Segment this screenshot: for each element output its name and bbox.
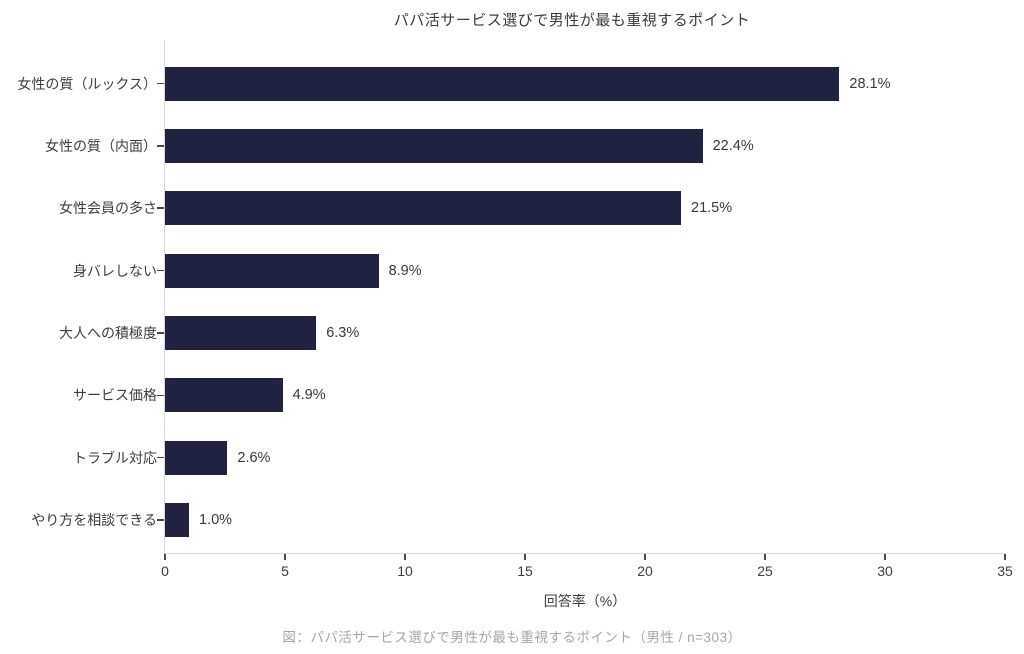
bar-value-label: 28.1% xyxy=(849,75,891,92)
y-tick-mark xyxy=(157,519,164,521)
category-label: 身バレしない xyxy=(73,262,157,279)
x-tick-mark xyxy=(884,554,886,560)
bar xyxy=(165,440,228,475)
x-tick-mark xyxy=(764,554,766,560)
x-tick-label: 35 xyxy=(997,563,1013,579)
x-axis-label: 回答率（%） xyxy=(543,593,627,609)
x-tick-mark xyxy=(284,554,286,560)
category-label: やり方を相談できる xyxy=(31,511,157,528)
x-tick-label: 0 xyxy=(161,563,169,579)
figure-caption: 図：パパ活サービス選びで男性が最も重視するポイント（男性 / n=303） xyxy=(282,630,742,645)
category-label: トラブル対応 xyxy=(73,449,157,466)
x-tick-label: 25 xyxy=(757,563,773,579)
bar xyxy=(165,128,703,163)
category-label: 大人への積極度 xyxy=(59,324,157,341)
y-tick-mark xyxy=(157,456,164,459)
bar-value-label: 8.9% xyxy=(388,262,422,279)
bar xyxy=(165,191,681,226)
x-tick-label: 15 xyxy=(517,563,533,579)
x-tick-label: 30 xyxy=(877,563,893,579)
x-tick-mark xyxy=(1004,554,1006,560)
category-label: サービス価格 xyxy=(73,387,157,404)
bar-value-label: 1.0% xyxy=(199,511,233,528)
bar-value-label: 4.9% xyxy=(292,387,326,404)
y-tick-mark xyxy=(157,269,164,272)
y-tick-mark xyxy=(157,207,164,209)
y-tick-mark xyxy=(157,394,164,396)
y-axis-line xyxy=(164,40,166,554)
category-label: 女性の質（ルックス） xyxy=(17,75,157,92)
y-tick-mark xyxy=(157,332,164,334)
x-tick-label: 5 xyxy=(281,563,289,579)
x-tick-mark xyxy=(644,554,646,560)
bar xyxy=(165,315,317,350)
y-tick-mark xyxy=(157,82,164,85)
x-tick-label: 10 xyxy=(397,563,413,579)
bar-value-label: 6.3% xyxy=(326,324,360,341)
x-tick-mark xyxy=(524,554,526,560)
y-tick-mark xyxy=(157,145,164,147)
bar xyxy=(165,378,283,413)
bar-value-label: 22.4% xyxy=(712,137,754,154)
category-label: 女性会員の多さ xyxy=(59,200,157,217)
bar-value-label: 2.6% xyxy=(237,449,271,466)
bar xyxy=(165,253,379,288)
bar xyxy=(165,502,189,537)
x-axis-line xyxy=(164,553,1006,555)
chart-title: パパ活サービス選びで男性が最も重視するポイント xyxy=(393,12,751,29)
bar-value-label: 21.5% xyxy=(691,200,733,217)
x-tick-mark xyxy=(164,554,166,560)
x-tick-label: 20 xyxy=(637,563,653,579)
category-label: 女性の質（内面） xyxy=(45,137,157,154)
bar xyxy=(165,66,840,101)
x-tick-mark xyxy=(404,554,406,560)
